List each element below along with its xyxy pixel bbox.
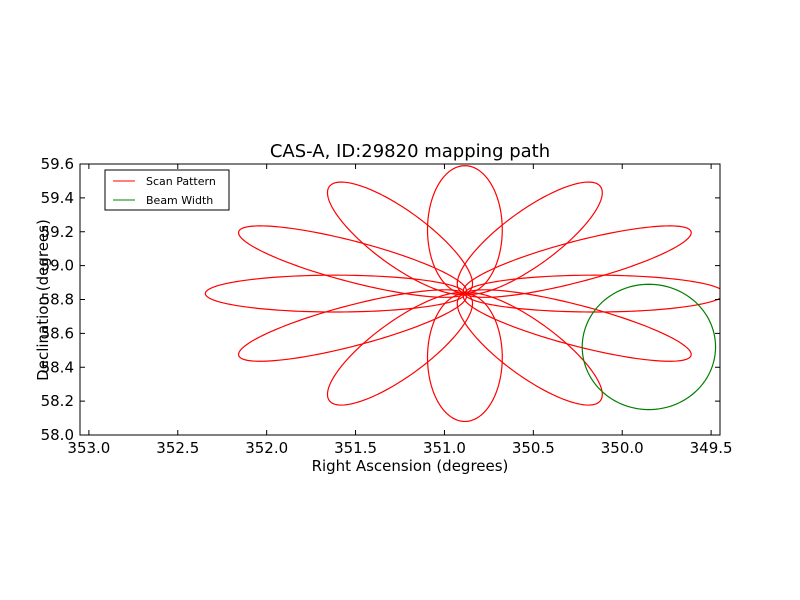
x-axis-title: Right Ascension (degrees) [312, 457, 509, 475]
y-tick-label: 58.4 [41, 358, 74, 376]
y-tick-label: 58.6 [41, 324, 74, 342]
scan-pattern-petal [237, 225, 468, 298]
y-tick-label: 59.4 [41, 189, 74, 207]
scan-pattern-petal [326, 181, 474, 295]
chart-title: CAS-A, ID:29820 mapping path [270, 141, 550, 162]
y-tick-label: 59.6 [41, 155, 74, 173]
scan-pattern-petal [426, 165, 503, 295]
scan-pattern-petal [464, 274, 720, 313]
x-tick-label: 349.5 [690, 439, 733, 457]
legend-label-beam-width: Beam Width [146, 194, 213, 207]
legend: Scan Pattern Beam Width [104, 169, 230, 211]
tick-layer: 353.0 352.5 352.0 351.5 351.0 350.5 350.0 349.5… [41, 155, 733, 457]
scan-pattern-petal [237, 289, 468, 362]
scan-pattern-petal [456, 292, 603, 406]
x-tick-label: 352.5 [156, 439, 199, 457]
y-tick-label: 59.2 [41, 223, 74, 241]
scan-pattern-petal [326, 292, 474, 406]
series-layer [204, 165, 720, 423]
legend-label-scan-pattern: Scan Pattern [146, 175, 216, 188]
y-tick-label: 58.2 [41, 392, 74, 410]
y-tick-label: 58.8 [41, 291, 74, 309]
x-tick-label: 350.0 [601, 439, 644, 457]
scan-pattern-petal [462, 225, 692, 298]
beam-width-circle [581, 283, 717, 411]
y-tick-label: 59.0 [41, 257, 74, 275]
legend-box [104, 169, 230, 211]
x-tick-label: 351.5 [334, 439, 377, 457]
x-tick-label: 352.0 [245, 439, 288, 457]
x-tick-label: 353.0 [67, 439, 110, 457]
scan-pattern-petal [426, 292, 503, 423]
y-axis-title: Declination (degrees) [34, 219, 52, 381]
scan-pattern-petal [456, 181, 603, 295]
x-tick-label: 350.5 [512, 439, 555, 457]
x-tick-label: 351.0 [423, 439, 466, 457]
y-tick-label: 58.0 [41, 426, 74, 444]
scan-pattern-petal [204, 274, 466, 313]
scan-pattern-petal [462, 289, 692, 362]
